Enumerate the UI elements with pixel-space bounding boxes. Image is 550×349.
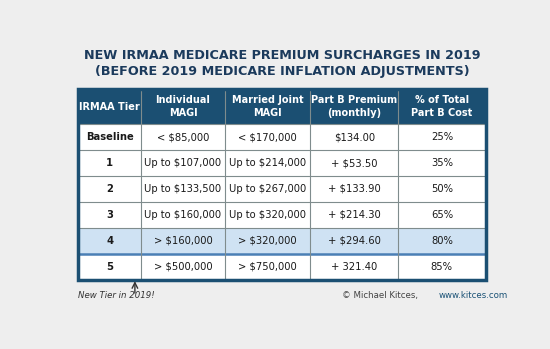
Text: $134.00: $134.00 xyxy=(334,132,375,142)
Text: Individual
MAGI: Individual MAGI xyxy=(156,95,211,118)
Text: + $294.60: + $294.60 xyxy=(328,236,381,246)
Text: Up to $107,000: Up to $107,000 xyxy=(145,158,222,168)
Text: + $214.30: + $214.30 xyxy=(328,210,381,220)
Bar xyxy=(78,228,486,254)
Bar xyxy=(78,89,486,280)
Bar xyxy=(78,89,486,124)
Text: Up to $160,000: Up to $160,000 xyxy=(145,210,222,220)
Text: 85%: 85% xyxy=(431,262,453,272)
Text: 3: 3 xyxy=(106,210,113,220)
Text: 25%: 25% xyxy=(431,132,453,142)
Bar xyxy=(78,254,486,280)
Text: % of Total
Part B Cost: % of Total Part B Cost xyxy=(411,95,472,118)
Text: Up to $267,000: Up to $267,000 xyxy=(229,184,306,194)
Text: > $750,000: > $750,000 xyxy=(238,262,297,272)
Text: 1: 1 xyxy=(106,158,113,168)
Bar xyxy=(78,124,486,150)
Text: 2: 2 xyxy=(106,184,113,194)
Text: 4: 4 xyxy=(106,236,113,246)
Text: NEW IRMAA MEDICARE PREMIUM SURCHARGES IN 2019: NEW IRMAA MEDICARE PREMIUM SURCHARGES IN… xyxy=(84,49,480,61)
Text: 80%: 80% xyxy=(431,236,453,246)
Text: Up to $214,000: Up to $214,000 xyxy=(229,158,306,168)
Text: > $500,000: > $500,000 xyxy=(154,262,212,272)
Text: Married Joint
MAGI: Married Joint MAGI xyxy=(232,95,304,118)
Text: + $53.50: + $53.50 xyxy=(331,158,377,168)
Text: © Michael Kitces,: © Michael Kitces, xyxy=(342,291,420,300)
Bar xyxy=(78,150,486,176)
Text: (BEFORE 2019 MEDICARE INFLATION ADJUSTMENTS): (BEFORE 2019 MEDICARE INFLATION ADJUSTME… xyxy=(95,65,469,78)
Text: > $320,000: > $320,000 xyxy=(238,236,297,246)
Text: IRMAA Tier: IRMAA Tier xyxy=(79,102,140,112)
Text: > $160,000: > $160,000 xyxy=(153,236,212,246)
Bar xyxy=(78,176,486,202)
Text: 65%: 65% xyxy=(431,210,453,220)
Text: < $170,000: < $170,000 xyxy=(238,132,297,142)
Text: + $133.90: + $133.90 xyxy=(328,184,381,194)
Text: + 321.40: + 321.40 xyxy=(331,262,377,272)
Text: 35%: 35% xyxy=(431,158,453,168)
Text: Up to $133,500: Up to $133,500 xyxy=(145,184,222,194)
Text: www.kitces.com: www.kitces.com xyxy=(439,291,508,300)
Text: Baseline: Baseline xyxy=(86,132,134,142)
Text: Part B Premium
(monthly): Part B Premium (monthly) xyxy=(311,95,397,118)
Text: 5: 5 xyxy=(106,262,113,272)
Text: Up to $320,000: Up to $320,000 xyxy=(229,210,306,220)
Text: New Tier in 2019!: New Tier in 2019! xyxy=(78,291,155,300)
Text: < $85,000: < $85,000 xyxy=(157,132,209,142)
Bar xyxy=(78,202,486,228)
Text: 50%: 50% xyxy=(431,184,453,194)
